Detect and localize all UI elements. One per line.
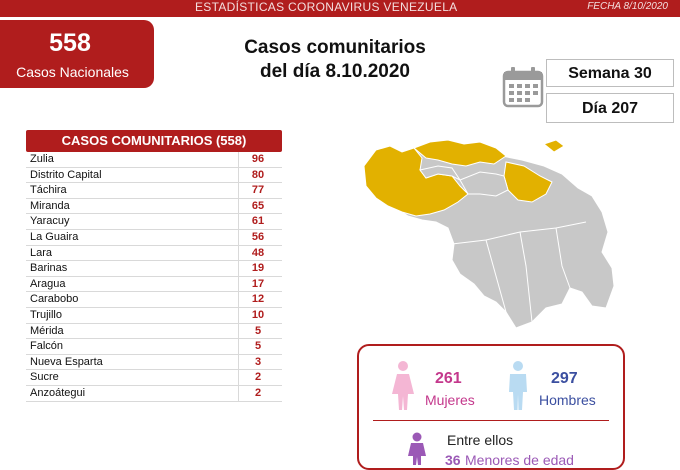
child-icon [408,432,426,465]
column-separator [238,198,239,214]
column-separator [238,167,239,183]
banner-title: ESTADÍSTICAS CORONAVIRUS VENEZUELA [195,0,458,14]
state-name: Táchira [30,184,67,197]
state-name: Lara [30,246,53,259]
banner-date: FECHA 8/10/2020 [587,1,668,12]
case-count: 56 [251,230,265,243]
table-row: Barinas 19 [26,261,282,277]
map-affected-region-island [542,139,565,153]
column-separator [238,339,239,354]
page-title: Casos comunitarios del día 8.10.2020 [210,36,460,84]
column-separator [238,323,239,339]
state-name: Barinas [30,262,68,275]
column-separator [238,245,239,261]
among-them-label: Entre ellos [447,432,514,448]
case-count: 12 [251,293,265,306]
state-name: Zulia [30,153,54,165]
men-count: 297 [551,370,578,387]
national-cases-box: 558 Casos Nacionales [0,20,154,88]
state-name: Yaracuy [30,215,70,228]
case-count: 2 [254,371,262,384]
table-row: Aragua 17 [26,276,282,293]
case-count: 19 [251,262,265,275]
community-cases-table: CASOS COMUNITARIOS (558) Zulia 96 Distrito… [26,130,282,410]
state-name: Sucre [30,371,59,384]
column-separator [238,385,239,401]
case-count: 3 [254,355,262,368]
table-row: Miranda 65 [26,198,282,215]
case-count: 80 [251,168,265,181]
national-cases-label: Casos Nacionales [16,64,129,80]
state-name: Nueva Esparta [30,355,103,368]
case-count: 5 [254,324,262,337]
state-name: Miranda [30,199,70,212]
men-label: Hombres [539,392,596,408]
women-label: Mujeres [425,392,475,408]
table-row: Carabobo 12 [26,292,282,308]
column-separator [238,354,239,370]
minors-count: 36 [445,452,461,468]
state-name: La Guaira [30,230,79,243]
venezuela-map [363,139,615,329]
table-row: Distrito Capital 80 [26,167,282,184]
column-separator [238,183,239,198]
table-row: Zulia 96 [26,152,282,168]
case-count: 65 [251,199,265,212]
minors-label: Menores de edad [465,452,574,468]
state-name: Aragua [30,277,66,290]
women-count: 261 [435,370,462,387]
table-row: La Guaira 56 [26,229,282,246]
calendar-icon [502,67,544,108]
week-badge: Semana 30 [546,59,674,87]
headline-line-2: del día 8.10.2020 [260,61,410,82]
table-row: Trujillo 10 [26,307,282,324]
state-name: Distrito Capital [30,168,102,181]
state-name: Mérida [30,324,64,337]
table-row: Yaracuy 61 [26,214,282,230]
panel-divider [373,420,609,421]
column-separator [238,261,239,276]
table-row: Nueva Esparta 3 [26,354,282,371]
case-count: 10 [251,308,265,321]
state-name: Falcón [30,340,64,353]
table-body: Zulia 96 Distrito Capital 80 Táchira 77 Mirand… [26,152,282,402]
column-separator [238,276,239,292]
table-row: Mérida 5 [26,323,282,340]
case-count: 48 [251,246,265,259]
case-count: 96 [251,153,265,165]
table-row: Lara 48 [26,245,282,262]
demographics-panel: 261 Mujeres 297 Hombres Entre ellos 36 M… [357,344,625,470]
headline-line-1: Casos comunitarios [244,37,426,58]
map-affected-region-center [413,139,507,167]
column-separator [238,152,239,167]
case-count: 61 [251,215,265,228]
case-count: 5 [254,340,262,353]
state-name: Trujillo [30,308,62,321]
case-count: 17 [251,277,265,290]
table-row: Anzoátegui 2 [26,385,282,402]
top-banner: ESTADÍSTICAS CORONAVIRUS VENEZUELA FECHA… [0,0,680,17]
female-person-icon [392,361,414,410]
case-count: 2 [254,386,262,399]
column-separator [238,370,239,385]
day-badge: Día 207 [546,93,674,123]
column-separator [238,307,239,323]
table-header: CASOS COMUNITARIOS (558) [26,130,282,152]
national-cases-count: 558 [49,29,91,57]
state-name: Carabobo [30,293,79,306]
table-row: Sucre 2 [26,370,282,386]
state-name: Anzoátegui [30,386,86,399]
map-affected-region-west [363,145,469,217]
column-separator [238,229,239,245]
case-count: 77 [251,184,265,197]
table-row: Táchira 77 [26,183,282,199]
column-separator [238,292,239,307]
table-row: Falcón 5 [26,339,282,355]
male-person-icon [509,361,527,410]
column-separator [238,214,239,229]
